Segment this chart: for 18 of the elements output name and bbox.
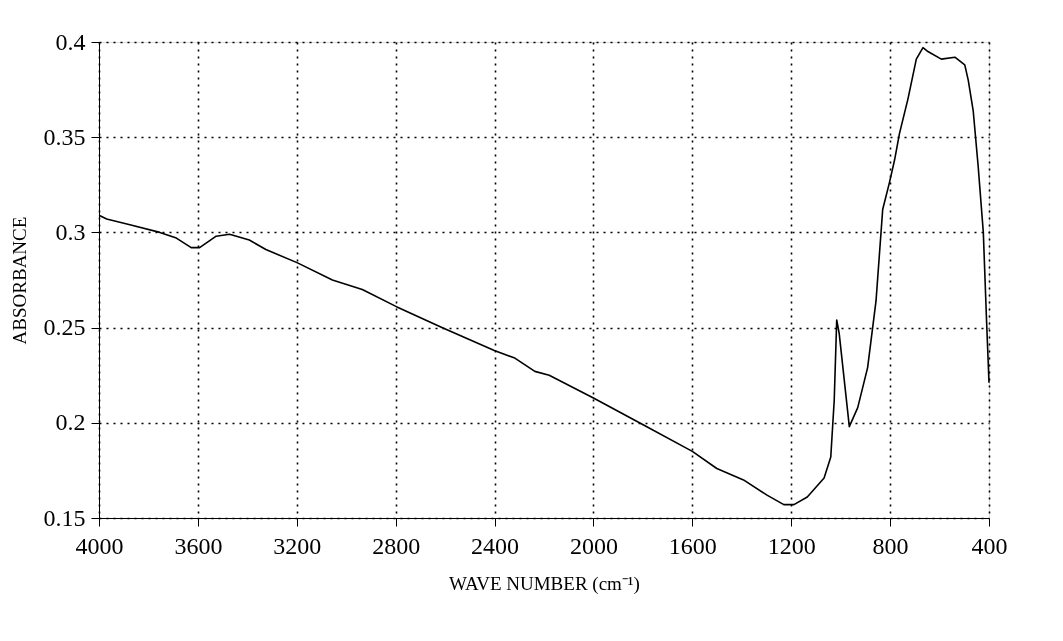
y-tick-label: 0.4 — [55, 28, 86, 55]
y-tick-label: 0.15 — [43, 504, 86, 531]
x-tick-label: 3200 — [273, 532, 322, 559]
y-tick-label: 0.35 — [43, 123, 86, 150]
x-tick-label: 400 — [971, 532, 1008, 559]
y-tick-label: 0.3 — [55, 218, 86, 245]
y-tick-label: 0.2 — [55, 409, 86, 436]
y-axis-title: ABSORBANCE — [8, 216, 30, 345]
y-tick-label: 0.25 — [43, 314, 86, 341]
x-tick-label: 2000 — [569, 532, 618, 559]
x-tick-label: 4000 — [75, 532, 124, 559]
x-tick-label: 1200 — [767, 532, 816, 559]
x-tick-label: 800 — [872, 532, 909, 559]
x-tick-label: 2400 — [471, 532, 520, 559]
x-tick-label: 2800 — [372, 532, 421, 559]
x-tick-label: 3600 — [174, 532, 223, 559]
x-tick-label: 1600 — [668, 532, 717, 559]
x-axis-title: WAVE NUMBER (cm⁻¹) — [449, 572, 640, 595]
